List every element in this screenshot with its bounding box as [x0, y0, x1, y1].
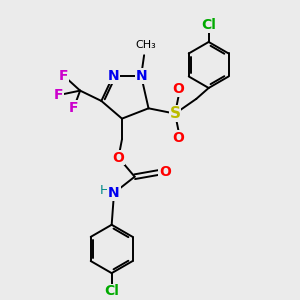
Text: O: O	[173, 131, 184, 145]
Text: F: F	[54, 88, 64, 102]
Text: Cl: Cl	[104, 284, 119, 298]
Text: O: O	[112, 151, 124, 165]
Text: H: H	[100, 184, 109, 197]
Text: N: N	[135, 69, 147, 83]
Text: S: S	[169, 106, 181, 121]
Text: Cl: Cl	[201, 18, 216, 32]
Text: N: N	[108, 186, 120, 200]
Text: F: F	[69, 101, 78, 115]
Text: N: N	[107, 69, 119, 83]
Text: CH₃: CH₃	[135, 40, 156, 50]
Text: F: F	[59, 69, 69, 83]
Text: O: O	[159, 165, 171, 179]
Text: O: O	[173, 82, 184, 96]
